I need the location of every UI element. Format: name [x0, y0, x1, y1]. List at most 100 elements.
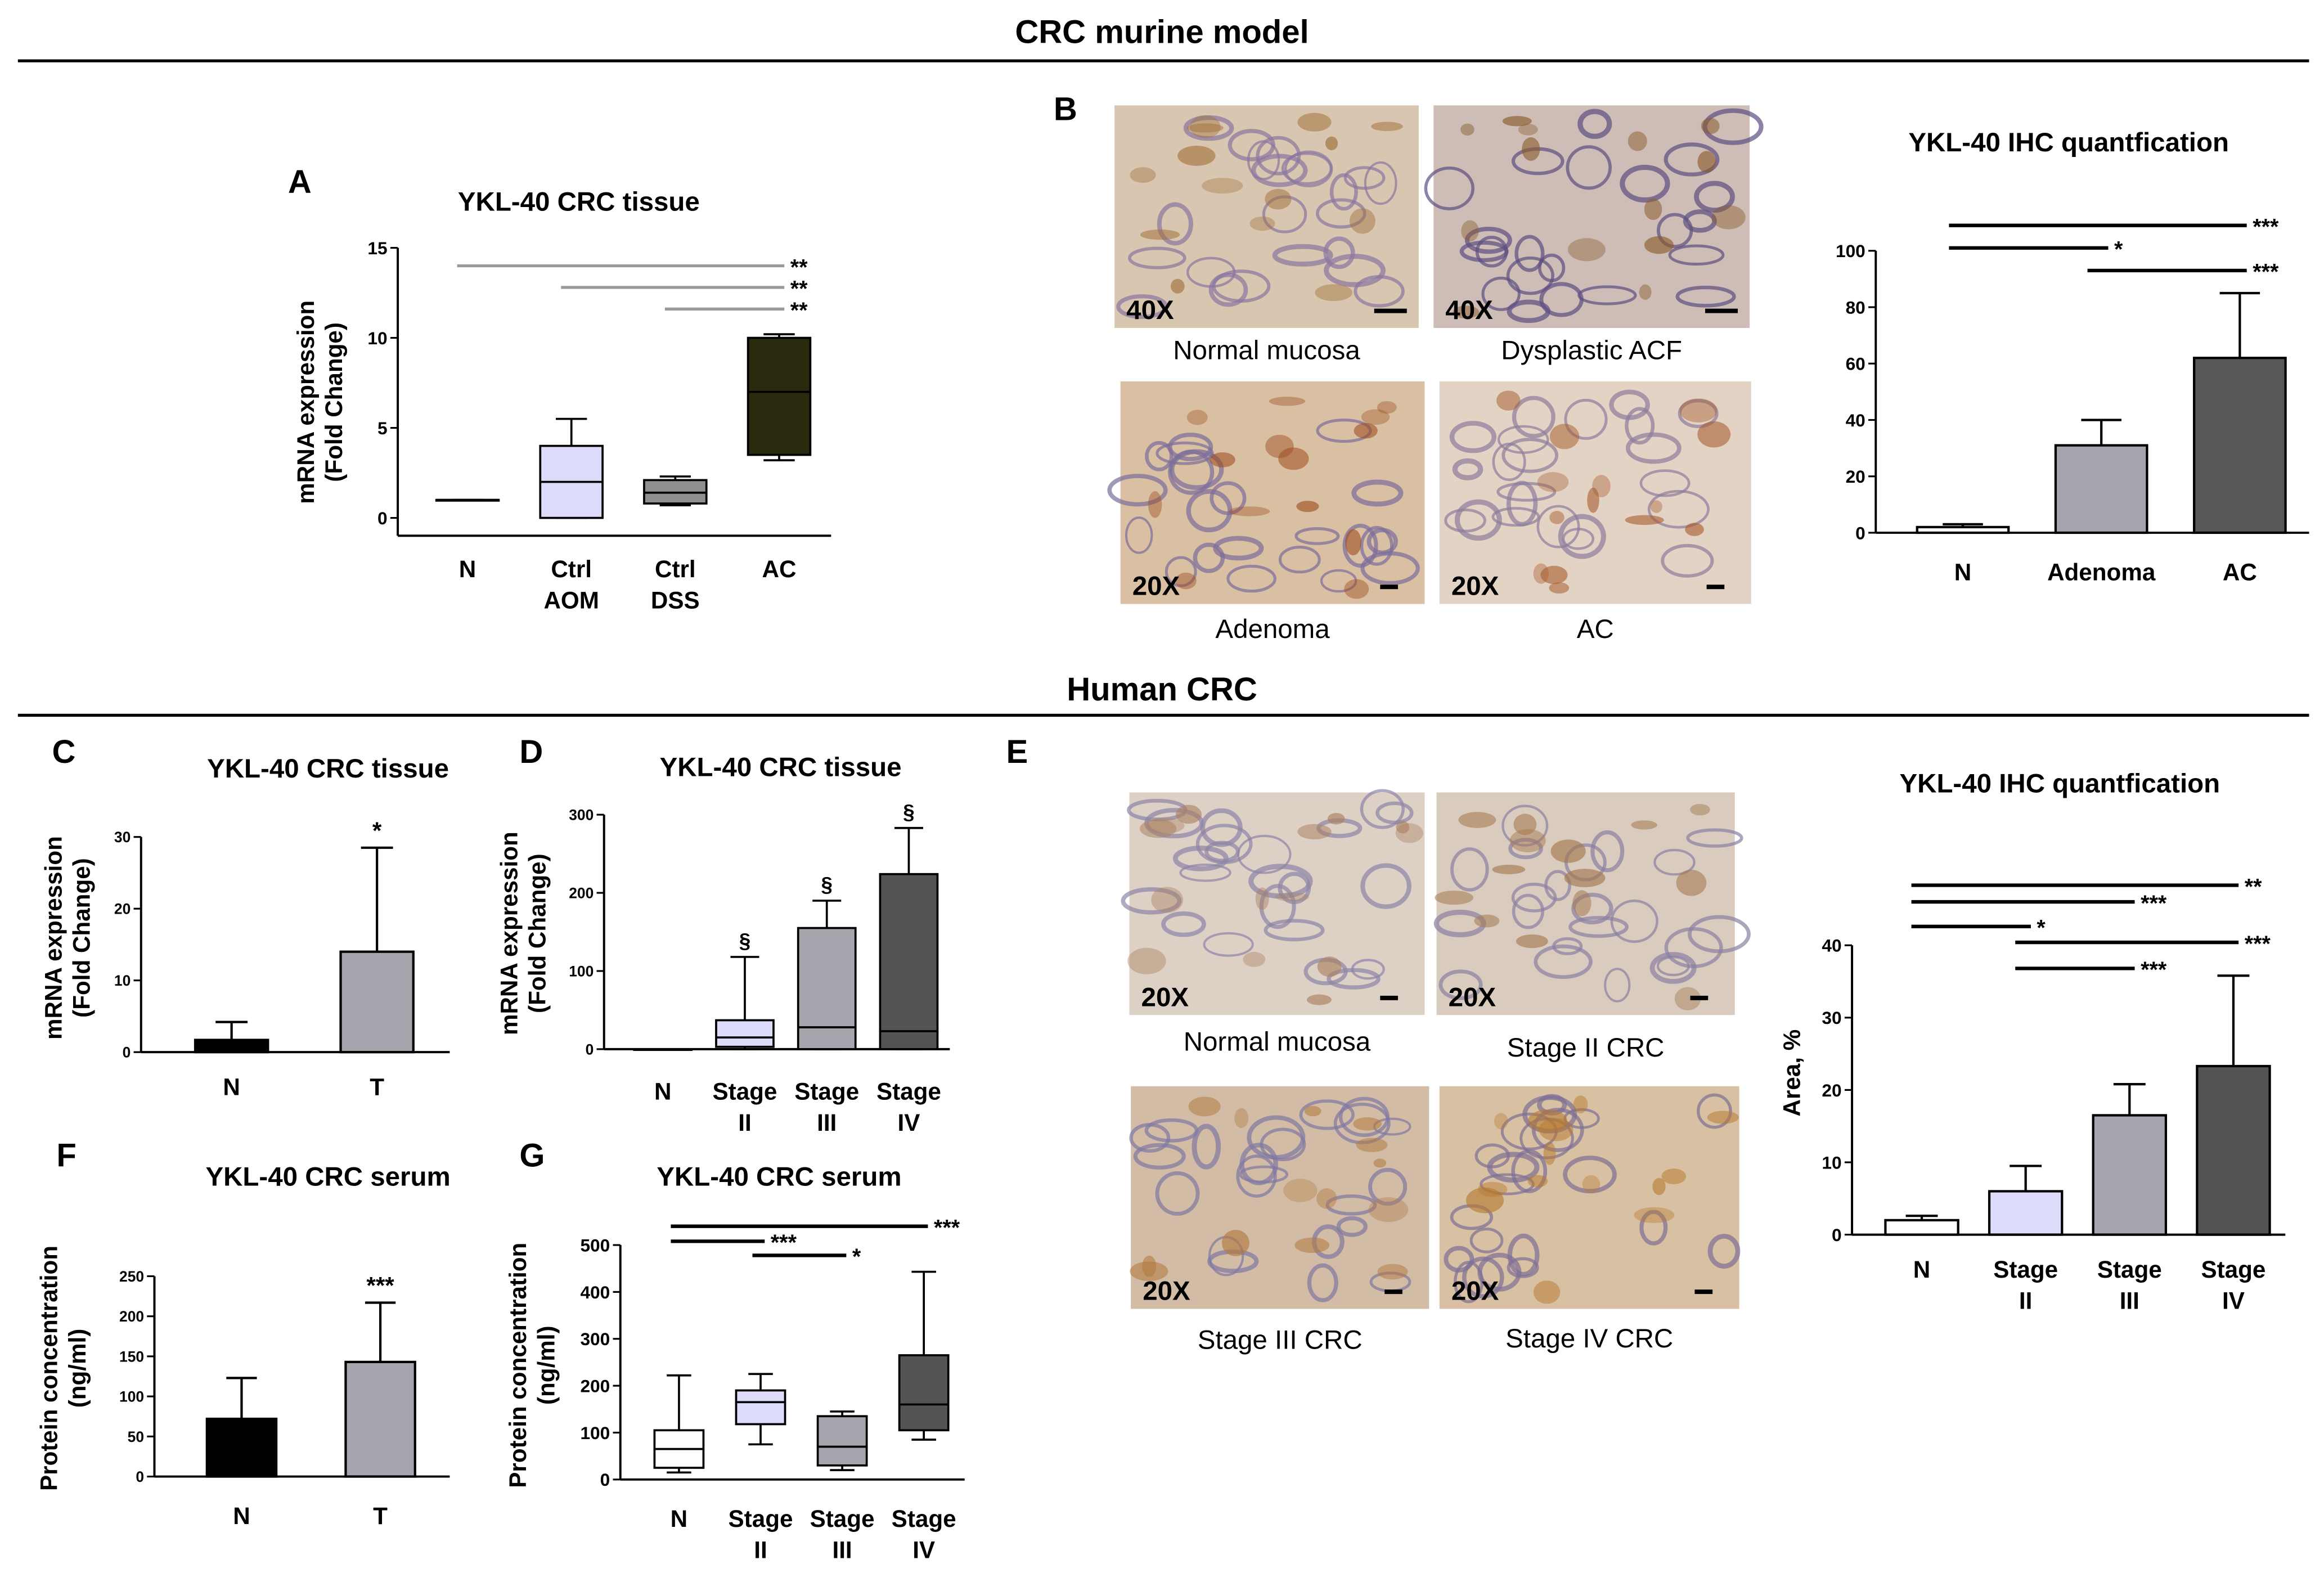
micrograph-b-1-crypt — [1208, 272, 1248, 307]
micrograph-e-3-stain — [1222, 1229, 1249, 1256]
micrograph-b-3-stain — [1148, 491, 1162, 518]
micrograph-e-2-stain — [1550, 839, 1586, 863]
micrograph-e-2-stain — [1509, 829, 1546, 853]
micrograph-b-2-caption: Dysplastic ACF — [1501, 335, 1682, 365]
chart-g-ytick-label: 200 — [580, 1376, 610, 1396]
micrograph-e-3-crypt — [1307, 1263, 1338, 1302]
micrograph-e-1-crypt — [1121, 887, 1182, 915]
micrograph-b-3-crypt — [1351, 479, 1404, 507]
chart-d-title: YKL-40 CRC tissue — [660, 753, 902, 783]
chart-c-bar — [194, 1039, 269, 1054]
micrograph-b-1-crypt — [1272, 244, 1333, 267]
micrograph-e-3-stain — [1356, 1138, 1388, 1152]
chart-e: YKL-40 IHC quantfication 0 10 20 30 40 Area, %… — [1779, 769, 2286, 1314]
micrograph-e-2-stain — [1516, 934, 1548, 949]
chart-b-ytick-label: 60 — [1846, 354, 1866, 374]
micrograph-e-3-crypt — [1299, 1099, 1355, 1130]
micrograph-b-2-stain — [1460, 123, 1475, 136]
chart-b-category-label: Adenoma — [2047, 559, 2156, 585]
micrograph-b-1-magnification: 40X — [1126, 295, 1174, 325]
micrograph-e-2-caption: Stage II CRC — [1507, 1033, 1665, 1063]
chart-c-significance-mark: * — [372, 817, 382, 844]
micrograph-b-4-crypt — [1449, 421, 1496, 453]
micrograph-e-3-crypt — [1336, 1216, 1368, 1237]
micrograph-e-4-crypt — [1563, 1156, 1617, 1194]
panel-letter-c: C — [52, 734, 75, 770]
chart-g-bracket-label: *** — [934, 1216, 960, 1241]
micrograph-b-1-stain — [1325, 136, 1338, 151]
micrograph-b-1-crypt — [1315, 198, 1366, 229]
micrograph-b-2-crypt — [1464, 226, 1512, 254]
chart-f-ytick-label: 0 — [136, 1468, 144, 1485]
chart-e-ytick-label: 40 — [1822, 936, 1841, 956]
micrograph-e-3-stain — [1294, 1237, 1330, 1253]
micrograph-b-3-stain — [1344, 579, 1369, 599]
micrograph-b-4-crypt — [1564, 398, 1608, 440]
micrograph-e-2-stain — [1492, 865, 1526, 874]
micrograph-b-1-scale-bar — [1374, 308, 1407, 313]
micrograph-b-3-crypt — [1169, 449, 1224, 490]
chart-c-ytick-label: 10 — [114, 972, 131, 989]
micrograph-b-1-stain — [1371, 122, 1403, 132]
micrograph-b-1-caption: Normal mucosa — [1173, 335, 1360, 365]
micrograph-e-2-crypt — [1544, 870, 1571, 901]
micrograph-b-3-caption: Adenoma — [1215, 614, 1330, 644]
micrograph-e-2-crypt — [1511, 882, 1557, 913]
chart-e-category-label: Stage — [1993, 1256, 2058, 1283]
micrograph-e-2-crypt — [1568, 916, 1629, 938]
chart-g-box — [898, 1354, 950, 1432]
micrograph-b-3: 20X Adenoma — [1107, 381, 1425, 644]
chart-f-category-label: T — [373, 1503, 388, 1529]
micrograph-e-2-stain — [1564, 869, 1606, 888]
micrograph-b-1-stain — [1265, 188, 1292, 210]
micrograph-b-1-stain — [1130, 167, 1156, 183]
micrograph-e-3-stain — [1130, 1261, 1168, 1282]
micrograph-b-4-stain — [1625, 515, 1664, 525]
micrograph-e-3-stain — [1188, 1096, 1221, 1117]
chart-g-ytick-label: 500 — [580, 1235, 610, 1255]
micrograph-e-4-stain — [1634, 1207, 1675, 1223]
chart-e-category-label: N — [1913, 1256, 1930, 1283]
chart-g-ylabel-line: (ng/ml) — [533, 1325, 559, 1405]
micrograph-e-3-magnification: 20X — [1143, 1277, 1190, 1306]
chart-e-title: YKL-40 IHC quantfication — [1900, 769, 2220, 799]
micrograph-b-1-stain — [1349, 208, 1375, 234]
panel-letter-a: A — [288, 164, 312, 200]
micrograph-b-1-crypt — [1281, 152, 1333, 185]
micrograph-b-4-crypt — [1647, 489, 1710, 529]
chart-f-ytick-label: 150 — [119, 1348, 144, 1365]
micrograph-b-4-stain — [1679, 398, 1718, 423]
micrograph-e-2-scale-bar — [1690, 995, 1709, 1000]
chart-f: YKL-40 CRC serum 0 50 100 150 200 250 Protein c… — [36, 1162, 451, 1529]
chart-b-ytick-label: 80 — [1846, 297, 1866, 317]
micrograph-e-4-caption: Stage IV CRC — [1505, 1324, 1673, 1354]
chart-d-ylabel-line: mRNA expression — [496, 832, 522, 1035]
chart-f-ytick-label: 50 — [128, 1428, 144, 1445]
chart-e-bracket-label: *** — [2245, 932, 2271, 956]
micrograph-b-4-stain — [1587, 487, 1599, 513]
micrograph-e-2-stain — [1689, 803, 1710, 816]
micrograph-b-2-stain — [1502, 116, 1532, 127]
micrograph-e-2-crypt — [1653, 848, 1696, 876]
micrograph-b-4-caption: AC — [1577, 614, 1614, 644]
micrograph-e-1-crypt — [1179, 864, 1231, 882]
micrograph-b-2-crypt — [1539, 282, 1584, 317]
micrograph-e-2-magnification: 20X — [1449, 982, 1496, 1012]
panel-letter-d: D — [519, 734, 543, 770]
micrograph-e-3-stain — [1316, 1188, 1337, 1209]
chart-d-box — [879, 873, 939, 1050]
micrograph-b-2-crypt — [1481, 276, 1521, 311]
chart-d-category-label: III — [817, 1109, 837, 1136]
micrograph-b-3-crypt — [1226, 564, 1276, 593]
micrograph-b-4-crypt — [1452, 458, 1484, 480]
micrograph-e-3-crypt — [1192, 1123, 1221, 1170]
micrograph-b-3-crypt — [1107, 474, 1168, 507]
micrograph-b-4-crypt — [1512, 396, 1556, 438]
micrograph-b-4-crypt — [1562, 528, 1594, 550]
micrograph-b-2-stain — [1639, 284, 1652, 300]
micrograph-e-4-stain — [1466, 1187, 1504, 1214]
micrograph-e-4-stain — [1494, 1113, 1508, 1130]
micrograph-b-2-stain — [1644, 198, 1662, 221]
micrograph-b-1-crypt — [1116, 294, 1168, 319]
